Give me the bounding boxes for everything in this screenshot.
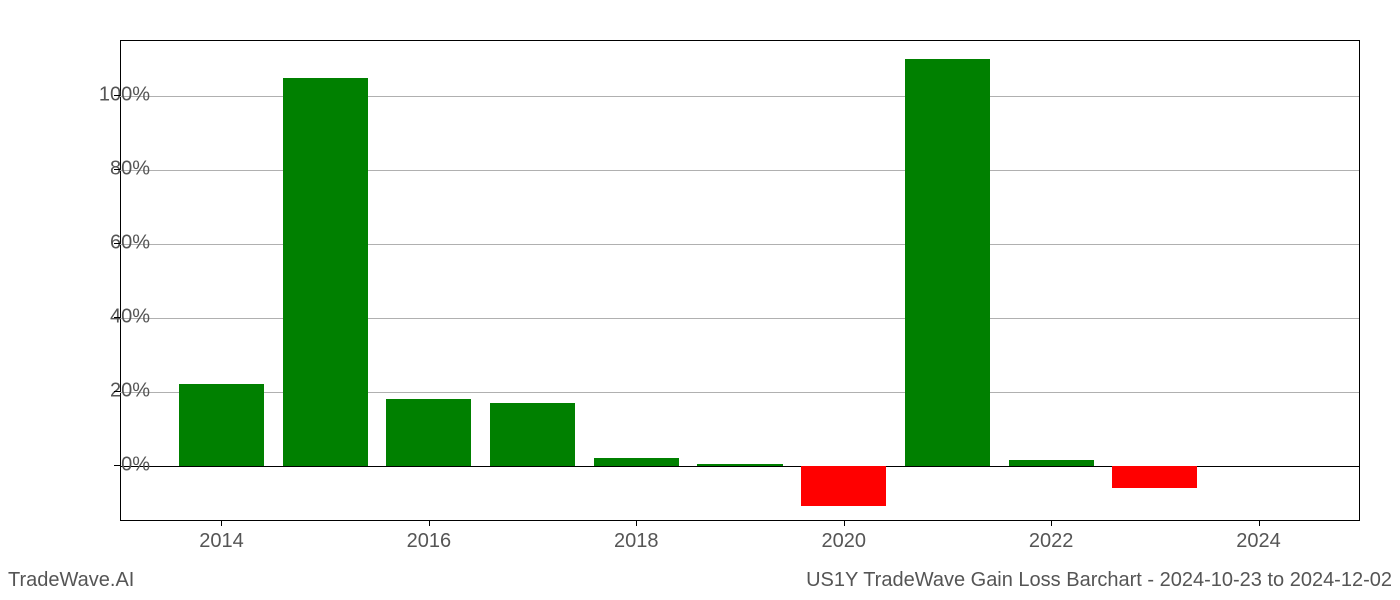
x-tick-label: 2014 bbox=[199, 530, 244, 553]
y-tick-mark bbox=[114, 317, 120, 318]
bar-2021 bbox=[905, 59, 990, 465]
x-tick-mark bbox=[221, 520, 222, 526]
y-tick-mark bbox=[114, 391, 120, 392]
bar-2019 bbox=[697, 464, 782, 466]
y-tick-mark bbox=[114, 169, 120, 170]
bar-2014 bbox=[179, 384, 264, 465]
bar-2015 bbox=[283, 78, 368, 466]
x-tick-mark bbox=[429, 520, 430, 526]
footer-caption: US1Y TradeWave Gain Loss Barchart - 2024… bbox=[806, 569, 1392, 592]
x-tick-mark bbox=[1051, 520, 1052, 526]
y-tick-label: 20% bbox=[90, 379, 150, 402]
y-tick-label: 0% bbox=[90, 453, 150, 476]
x-tick-label: 2016 bbox=[407, 530, 452, 553]
y-tick-label: 60% bbox=[90, 232, 150, 255]
x-axis-spine bbox=[120, 520, 1360, 521]
y-tick-mark bbox=[114, 465, 120, 466]
y-tick-label: 100% bbox=[90, 84, 150, 107]
y-tick-label: 80% bbox=[90, 158, 150, 181]
bar-2023 bbox=[1112, 466, 1197, 488]
y-tick-label: 40% bbox=[90, 305, 150, 328]
x-tick-mark bbox=[1259, 520, 1260, 526]
x-tick-label: 2020 bbox=[821, 530, 866, 553]
plot-area bbox=[120, 40, 1360, 520]
gain-loss-barchart bbox=[120, 40, 1360, 520]
y-tick-mark bbox=[114, 243, 120, 244]
bar-2022 bbox=[1009, 460, 1094, 466]
footer-brand: TradeWave.AI bbox=[8, 569, 134, 592]
x-tick-label: 2024 bbox=[1236, 530, 1281, 553]
bar-2018 bbox=[594, 458, 679, 465]
x-tick-mark bbox=[844, 520, 845, 526]
x-tick-mark bbox=[636, 520, 637, 526]
bar-2020 bbox=[801, 466, 886, 507]
bar-2016 bbox=[386, 399, 471, 465]
x-tick-label: 2018 bbox=[614, 530, 659, 553]
x-tick-label: 2022 bbox=[1029, 530, 1074, 553]
y-tick-mark bbox=[114, 95, 120, 96]
bar-2017 bbox=[490, 403, 575, 466]
